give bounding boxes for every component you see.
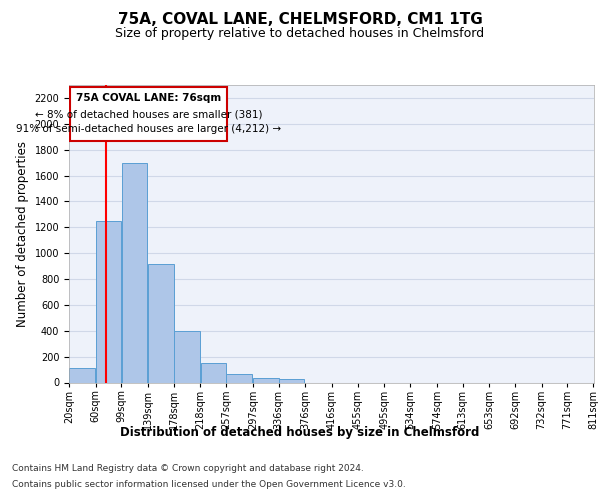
Y-axis label: Number of detached properties: Number of detached properties — [16, 141, 29, 327]
Text: 91% of semi-detached houses are larger (4,212) →: 91% of semi-detached houses are larger (… — [16, 124, 281, 134]
Bar — [148, 264, 174, 382]
Text: Contains HM Land Registry data © Crown copyright and database right 2024.: Contains HM Land Registry data © Crown c… — [12, 464, 364, 473]
Bar — [253, 378, 278, 382]
Text: ← 8% of detached houses are smaller (381): ← 8% of detached houses are smaller (381… — [35, 110, 262, 120]
Text: Contains public sector information licensed under the Open Government Licence v3: Contains public sector information licen… — [12, 480, 406, 489]
Text: Size of property relative to detached houses in Chelmsford: Size of property relative to detached ho… — [115, 28, 485, 40]
Bar — [279, 380, 304, 382]
Bar — [69, 368, 95, 382]
FancyBboxPatch shape — [70, 87, 227, 141]
Bar — [122, 164, 147, 382]
Bar — [226, 374, 252, 382]
Text: 75A, COVAL LANE, CHELMSFORD, CM1 1TG: 75A, COVAL LANE, CHELMSFORD, CM1 1TG — [118, 12, 482, 28]
Text: Distribution of detached houses by size in Chelmsford: Distribution of detached houses by size … — [121, 426, 479, 439]
Bar — [96, 222, 121, 382]
Bar — [174, 331, 200, 382]
Bar — [200, 363, 226, 382]
Text: 75A COVAL LANE: 76sqm: 75A COVAL LANE: 76sqm — [76, 94, 221, 104]
